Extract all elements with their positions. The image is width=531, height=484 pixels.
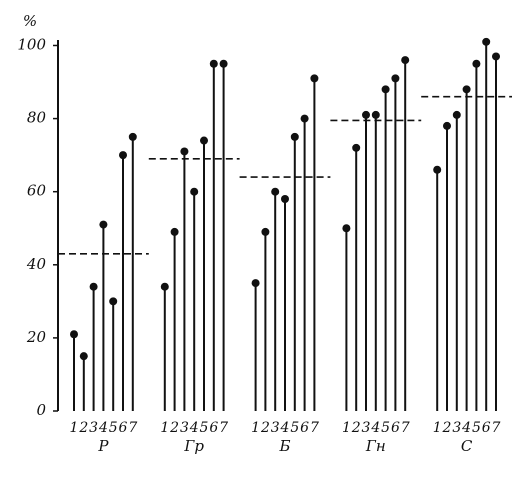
stem-head bbox=[381, 85, 390, 94]
stem-head bbox=[433, 165, 442, 174]
stem-label: 2 bbox=[260, 420, 270, 436]
stem-head bbox=[209, 59, 218, 68]
stem-head bbox=[190, 187, 199, 196]
group-label: С bbox=[461, 437, 473, 455]
group-label: Р bbox=[97, 437, 109, 455]
stem-label: 7 bbox=[128, 420, 137, 436]
stem-label: 4 bbox=[280, 420, 290, 436]
stem-label: 1 bbox=[70, 420, 79, 436]
stem-label: 1 bbox=[160, 420, 169, 436]
stem-head bbox=[109, 297, 118, 306]
stem-head bbox=[79, 352, 88, 361]
group-label: Гн bbox=[365, 437, 386, 455]
stem-label: 6 bbox=[209, 420, 218, 436]
stem-label: 5 bbox=[200, 420, 209, 436]
stem-head bbox=[352, 143, 361, 152]
y-tick-label: 0 bbox=[36, 401, 46, 419]
stem-label: 5 bbox=[472, 420, 481, 436]
group-label: Б bbox=[278, 437, 290, 455]
stem-label: 5 bbox=[109, 420, 118, 436]
stem-label: 5 bbox=[290, 420, 299, 436]
stem-head bbox=[342, 224, 351, 233]
stem-label: 4 bbox=[189, 420, 199, 436]
stem-label: 4 bbox=[98, 420, 108, 436]
y-axis-label: % bbox=[23, 12, 37, 30]
stem-label: 4 bbox=[370, 420, 380, 436]
stem-label: 6 bbox=[482, 420, 491, 436]
stem-label: 7 bbox=[492, 420, 501, 436]
stem-head bbox=[362, 110, 370, 119]
stem-head bbox=[89, 282, 98, 291]
stem-head bbox=[251, 279, 260, 288]
stem-head bbox=[281, 195, 289, 203]
stem-head bbox=[310, 74, 319, 83]
stem-head bbox=[200, 136, 208, 145]
stem-label: 4 bbox=[461, 420, 471, 436]
y-tick-label: 20 bbox=[26, 328, 47, 346]
stem-label: 3 bbox=[271, 420, 280, 436]
stem-head bbox=[180, 147, 189, 156]
stem-head bbox=[492, 52, 500, 61]
stem-label: 6 bbox=[391, 420, 400, 436]
stem-label: 6 bbox=[300, 420, 309, 436]
stem-head bbox=[462, 85, 471, 94]
stem-label: 1 bbox=[342, 420, 351, 436]
stem-label: 7 bbox=[401, 420, 410, 436]
stem-label: 2 bbox=[169, 420, 179, 436]
stem-label: 3 bbox=[362, 420, 371, 436]
stem-label: 2 bbox=[351, 420, 361, 436]
stem-label: 3 bbox=[180, 420, 189, 436]
stem-label: 7 bbox=[310, 420, 319, 436]
stem-head bbox=[160, 282, 169, 291]
stem-head bbox=[290, 132, 299, 141]
y-tick-label: 40 bbox=[26, 255, 47, 273]
stem-head bbox=[300, 114, 309, 123]
stem-head bbox=[128, 132, 137, 141]
stem-head bbox=[391, 74, 400, 83]
stem-head bbox=[482, 37, 491, 46]
stem-head bbox=[401, 56, 410, 65]
stem-head bbox=[452, 110, 461, 119]
stem-label: 7 bbox=[219, 420, 228, 436]
stem-label: 1 bbox=[433, 420, 442, 436]
stem-head bbox=[170, 227, 179, 236]
stem-head bbox=[219, 59, 228, 68]
y-tick-label: 80 bbox=[27, 109, 47, 127]
stem-head bbox=[443, 121, 451, 130]
stem-label: 2 bbox=[442, 420, 452, 436]
stem-label: 2 bbox=[78, 420, 88, 436]
stem-head bbox=[119, 151, 127, 160]
stem-head bbox=[371, 110, 380, 119]
stem-head bbox=[472, 59, 481, 68]
stem-head bbox=[271, 187, 280, 196]
stem-head bbox=[70, 330, 78, 339]
stem-head bbox=[99, 220, 108, 229]
group-label: Гр bbox=[183, 437, 204, 455]
stem-label: 3 bbox=[89, 420, 98, 436]
stem-label: 5 bbox=[381, 420, 390, 436]
stem-label: 6 bbox=[119, 420, 128, 436]
y-tick-label: 100 bbox=[17, 35, 46, 53]
y-tick-label: 60 bbox=[27, 182, 47, 200]
stem-label: 1 bbox=[251, 420, 260, 436]
stem-label: 3 bbox=[452, 420, 461, 436]
stem-head bbox=[261, 227, 270, 236]
